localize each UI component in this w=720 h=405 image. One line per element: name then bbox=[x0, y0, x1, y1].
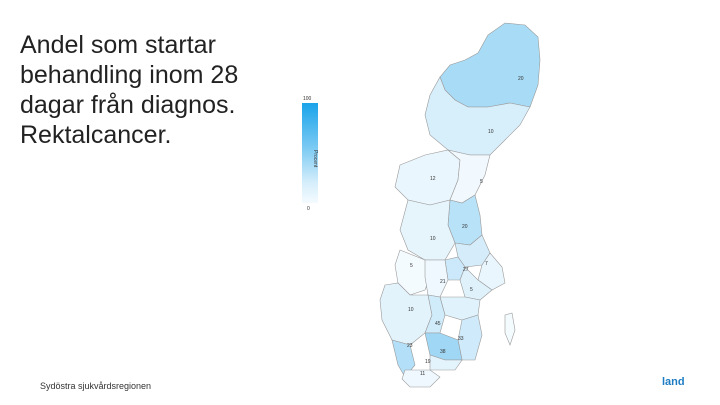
region-vasterbotten bbox=[424, 76, 531, 156]
legend-min-label: 0 bbox=[307, 206, 310, 212]
map-label-8: 27 bbox=[463, 267, 469, 273]
slide-title: Andel som startar behandling inom 28 dag… bbox=[20, 30, 300, 150]
map-label-5: 20 bbox=[462, 224, 468, 230]
map-label-7: 5 bbox=[410, 263, 413, 269]
map-label-14: 33 bbox=[458, 336, 464, 342]
region-dalarna bbox=[399, 199, 456, 261]
title-line-2: behandling inom 28 bbox=[20, 61, 239, 89]
footer-organization: Sydöstra sjukvårdsregionen bbox=[40, 381, 152, 391]
map-label-4: 5 bbox=[480, 179, 483, 185]
map-label-15: 23 bbox=[407, 343, 413, 349]
map-label-18: 11 bbox=[420, 371, 425, 377]
map-label-10: 21 bbox=[440, 279, 446, 285]
region-skane bbox=[401, 369, 441, 388]
title-line-3: dagar från diagnos. bbox=[20, 91, 236, 119]
map-label-3: 12 bbox=[430, 176, 436, 182]
map-label-13: 45 bbox=[435, 321, 441, 327]
map-label-17: 19 bbox=[425, 359, 431, 365]
map-label-1: 20 bbox=[518, 76, 524, 82]
map-label-6: 10 bbox=[430, 236, 436, 242]
title-line-1: Andel som startar bbox=[20, 31, 216, 59]
region-jamtland bbox=[394, 149, 461, 206]
region-norrbotten bbox=[439, 22, 541, 108]
map-label-12: 10 bbox=[408, 307, 414, 313]
region-blekinge bbox=[429, 354, 463, 371]
title-line-4: Rektalcancer. bbox=[20, 121, 172, 149]
legend-color-scale bbox=[302, 103, 318, 203]
region-gotland bbox=[504, 312, 516, 346]
legend-unit-label: Procent bbox=[312, 150, 318, 168]
legend-max-label: 100 bbox=[303, 96, 312, 102]
sweden-region-map: 20 10 12 5 20 10 5 27 7 21 5 10 45 33 23… bbox=[379, 22, 541, 388]
map-label-9: 7 bbox=[485, 261, 488, 267]
brand-logo-fragment: land bbox=[662, 376, 685, 388]
map-label-16: 38 bbox=[440, 349, 446, 355]
region-vastra-gotaland bbox=[379, 282, 433, 346]
map-label-11: 5 bbox=[470, 287, 473, 293]
map-label-2: 10 bbox=[488, 129, 494, 135]
